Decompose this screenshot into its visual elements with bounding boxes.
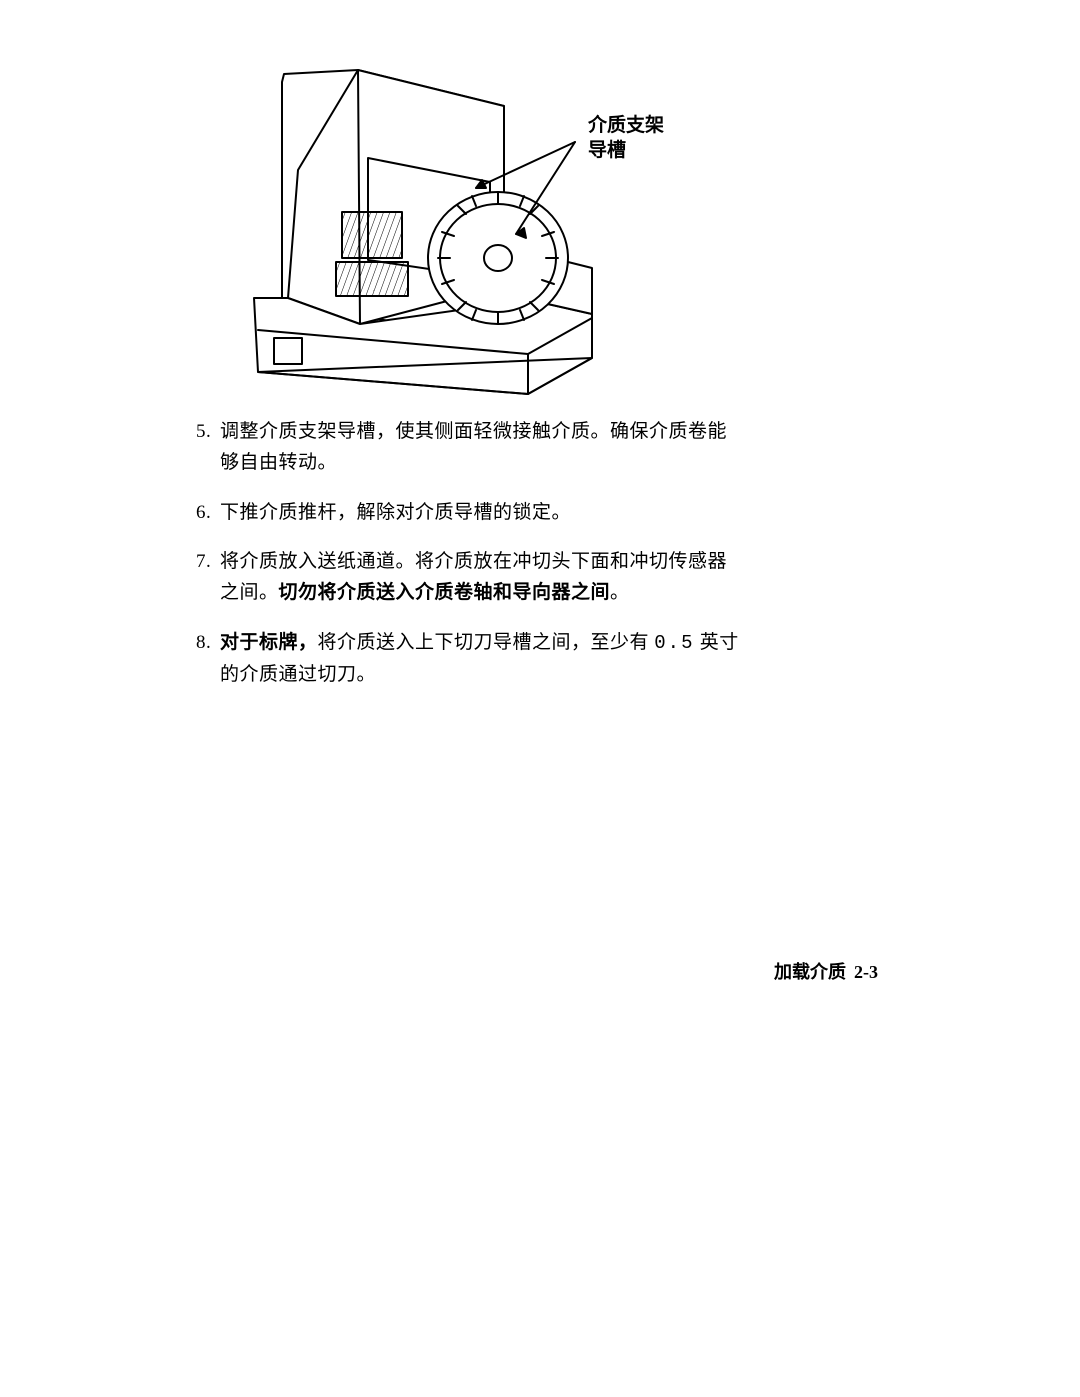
- step-8-measure: 0.5: [654, 632, 694, 654]
- callout-line-1: 介质支架: [588, 115, 664, 136]
- step-text: 将介质放入送纸通道。将介质放在冲切头下面和冲切传感器之间。切勿将介质送入介质卷轴…: [220, 546, 746, 609]
- step-5: 5. 调整介质支架导槽，使其侧面轻微接触介质。确保介质卷能够自由转动。: [196, 416, 746, 479]
- step-6: 6. 下推介质推杆，解除对介质导槽的锁定。: [196, 497, 746, 528]
- printer-figure: 介质支架 导槽: [240, 62, 700, 422]
- printer-svg: [240, 62, 620, 402]
- step-8: 8. 对于标牌，将介质送入上下切刀导槽之间，至少有 0.5 英寸的介质通过切刀。: [196, 627, 746, 691]
- step-text: 下推介质推杆，解除对介质导槽的锁定。: [220, 497, 746, 528]
- step-7: 7. 将介质放入送纸通道。将介质放在冲切头下面和冲切传感器之间。切勿将介质送入介…: [196, 546, 746, 609]
- page-footer: 加载介质 2-3: [774, 958, 878, 984]
- step-text: 对于标牌，将介质送入上下切刀导槽之间，至少有 0.5 英寸的介质通过切刀。: [220, 627, 746, 691]
- step-number: 7.: [196, 546, 220, 609]
- step-8-lead: 对于标牌，: [220, 632, 318, 653]
- footer-page-number: 2-3: [854, 962, 878, 982]
- callout-media-guide: 介质支架 导槽: [588, 114, 664, 163]
- step-7-warning: 切勿将介质送入介质卷轴和导向器之间: [279, 582, 611, 603]
- step-number: 8.: [196, 627, 220, 691]
- instruction-list: 5. 调整介质支架导槽，使其侧面轻微接触介质。确保介质卷能够自由转动。 6. 下…: [196, 416, 746, 708]
- callout-line-2: 导槽: [588, 140, 626, 161]
- step-number: 6.: [196, 497, 220, 528]
- step-text: 调整介质支架导槽，使其侧面轻微接触介质。确保介质卷能够自由转动。: [220, 416, 746, 479]
- step-number: 5.: [196, 416, 220, 479]
- footer-section: 加载介质: [774, 962, 846, 982]
